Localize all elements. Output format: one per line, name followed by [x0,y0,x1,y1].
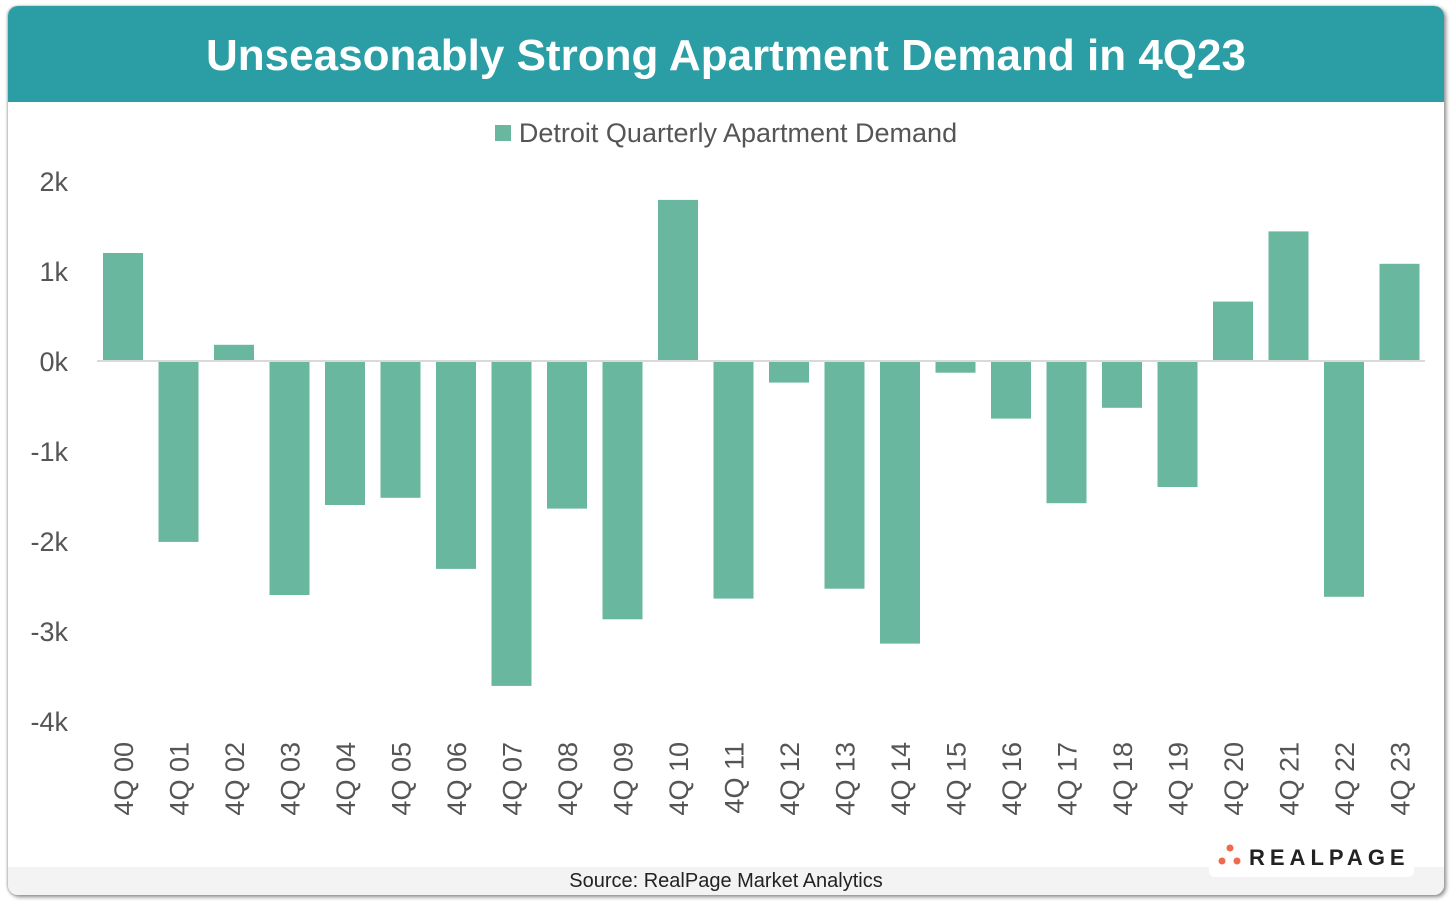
bar [1379,263,1420,361]
x-tick-label: 4Q 06 [442,742,472,816]
bar [880,361,920,644]
legend: Detroit Quarterly Apartment Demand [8,118,1444,149]
bar [935,361,976,373]
chart-card: Unseasonably Strong Apartment Demand in … [8,6,1444,895]
x-tick-label: 4Q 18 [1108,742,1138,816]
x-tick-label: 4Q 10 [664,742,694,816]
source-note: Source: RealPage Market Analytics [569,870,883,892]
y-tick-label: 0k [39,347,68,377]
bar [1268,231,1309,361]
x-tick-label: 4Q 21 [1275,742,1305,816]
bar [769,361,809,383]
x-tick-label: 4Q 14 [886,742,916,816]
logo-dots-icon [1218,844,1241,865]
bar [713,361,754,599]
bar [214,344,254,361]
bar [658,199,698,361]
x-tick-label: 4Q 03 [276,742,306,816]
x-tick-label: 4Q 00 [109,742,139,816]
legend-label: Detroit Quarterly Apartment Demand [518,118,958,148]
x-tick-label: 4Q 02 [220,742,250,816]
bar [991,361,1031,419]
realpage-logo: REALPAGE [1209,837,1414,877]
bar [380,361,421,498]
bar [103,253,143,361]
x-tick-label: 4Q 16 [997,742,1027,816]
footer [8,867,1444,895]
x-tick-label: 4Q 04 [331,742,361,816]
y-tick-label: 1k [39,257,68,287]
bar [1157,361,1198,487]
x-tick-label: 4Q 05 [387,742,417,816]
bar [491,361,532,686]
x-tick-label: 4Q 08 [553,742,583,816]
y-tick-label: 2k [39,167,68,197]
bar [269,361,310,595]
x-tick-label: 4Q 11 [720,742,750,814]
x-tick-label: 4Q 20 [1219,742,1249,816]
y-tick-label: -4k [30,707,68,737]
y-tick-label: -3k [30,617,68,647]
x-tick-label: 4Q 01 [165,742,195,816]
x-tick-label: 4Q 12 [775,742,805,816]
bar [1102,361,1142,408]
bar [158,361,199,542]
x-tick-label: 4Q 07 [498,742,528,816]
x-tick-label: 4Q 17 [1053,742,1083,816]
bar [1213,301,1253,361]
x-tick-label: 4Q 19 [1164,742,1194,816]
y-tick-label: -2k [30,527,68,557]
x-tick-label: 4Q 22 [1330,742,1360,816]
bar [436,361,476,569]
x-tick-label: 4Q 13 [831,742,861,816]
chart-title: Unseasonably Strong Apartment Demand in … [8,6,1444,102]
bar [547,361,587,509]
x-tick-label: 4Q 23 [1386,742,1416,816]
x-tick-label: 4Q 15 [942,742,972,816]
x-tick-label: 4Q 09 [609,742,639,816]
legend-swatch [494,125,511,141]
bar [1046,361,1087,504]
logo-text: REALPAGE [1249,845,1410,870]
bar [602,361,643,620]
bar [824,361,865,589]
y-tick-label: -1k [30,437,68,467]
bar [1324,361,1364,597]
bar [325,361,365,505]
